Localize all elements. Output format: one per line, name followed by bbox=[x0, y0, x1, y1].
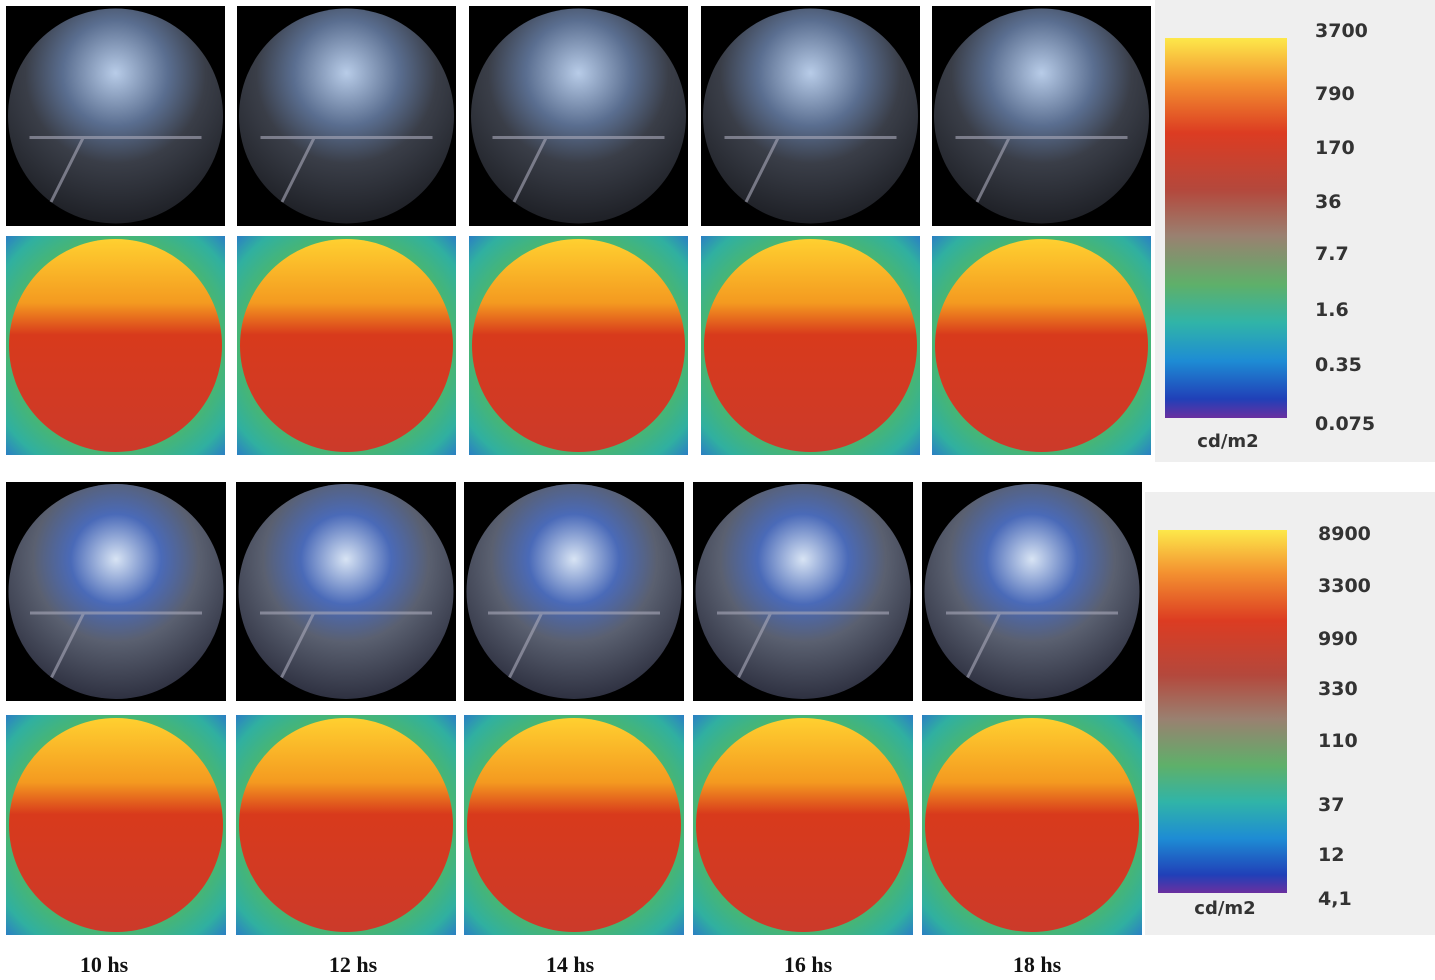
scale-label: 3700 bbox=[1315, 20, 1368, 42]
scale-label: 110 bbox=[1318, 730, 1358, 752]
fisheye-photo bbox=[8, 484, 224, 699]
scale-label: 0.35 bbox=[1315, 354, 1362, 376]
false-color-disc bbox=[9, 718, 223, 932]
scale-label: 790 bbox=[1315, 83, 1355, 105]
scale-label: 8900 bbox=[1318, 523, 1371, 545]
false-color-disc bbox=[696, 718, 910, 932]
street-lines bbox=[29, 136, 202, 203]
scale-label: 990 bbox=[1318, 628, 1358, 650]
fisheye-photo bbox=[8, 8, 223, 224]
scale-label: 36 bbox=[1315, 191, 1341, 213]
street-lines bbox=[30, 611, 202, 679]
false-color-disc bbox=[239, 718, 453, 932]
street-lines bbox=[724, 136, 897, 203]
fisheye-photo bbox=[239, 8, 454, 224]
color-bar bbox=[1165, 38, 1287, 418]
fisheye-photo bbox=[924, 484, 1140, 699]
time-label: 16 hs bbox=[784, 952, 833, 977]
false-color-disc bbox=[935, 239, 1148, 452]
false-color-disc bbox=[467, 718, 681, 932]
scale-label: 3300 bbox=[1318, 575, 1371, 597]
fisheye-photo bbox=[695, 484, 911, 699]
time-label: 14 hs bbox=[546, 952, 595, 977]
scale-label: 330 bbox=[1318, 678, 1358, 700]
fisheye-photo bbox=[471, 8, 686, 224]
fisheye-photo bbox=[466, 484, 682, 699]
scale-label: 4,1 bbox=[1318, 888, 1352, 910]
time-label: 18 hs bbox=[1013, 952, 1062, 977]
fisheye-photo bbox=[238, 484, 454, 699]
street-lines bbox=[260, 136, 433, 203]
fisheye-photo bbox=[934, 8, 1149, 224]
color-bar bbox=[1158, 530, 1287, 893]
scale-label: 37 bbox=[1318, 794, 1344, 816]
scale-label: 12 bbox=[1318, 844, 1344, 866]
street-lines bbox=[946, 611, 1118, 679]
time-label: 10 hs bbox=[80, 952, 129, 977]
false-color-disc bbox=[472, 239, 685, 452]
scale-label: 7.7 bbox=[1315, 243, 1349, 265]
scale-label: 1.6 bbox=[1315, 299, 1349, 321]
scale-unit: cd/m2 bbox=[1197, 431, 1258, 452]
street-lines bbox=[260, 611, 432, 679]
scale-label: 0.075 bbox=[1315, 413, 1375, 435]
false-color-disc bbox=[704, 239, 917, 452]
false-color-disc bbox=[9, 239, 222, 452]
street-lines bbox=[717, 611, 889, 679]
street-lines bbox=[955, 136, 1128, 203]
scale-unit: cd/m2 bbox=[1194, 898, 1255, 919]
street-lines bbox=[492, 136, 665, 203]
scale-label: 170 bbox=[1315, 137, 1355, 159]
false-color-disc bbox=[925, 718, 1139, 932]
false-color-disc bbox=[240, 239, 453, 452]
street-lines bbox=[488, 611, 660, 679]
fisheye-photo bbox=[703, 8, 918, 224]
time-label: 12 hs bbox=[329, 952, 378, 977]
